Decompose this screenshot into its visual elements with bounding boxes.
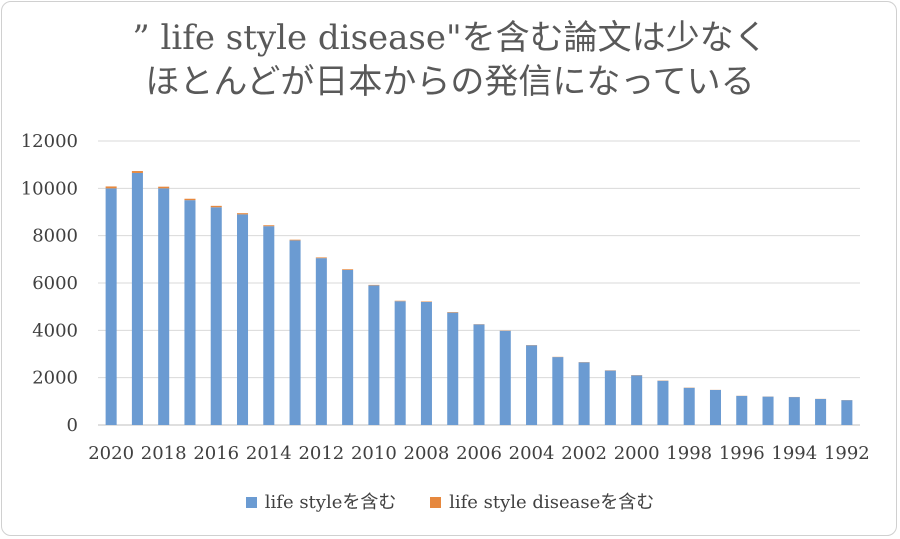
legend-item-series1: life styleを含む [245,488,397,514]
bar-series2-2011 [342,269,354,270]
x-tick-label: 1992 [824,443,870,464]
x-tick-label: 2012 [298,443,344,464]
y-tick-label: 2000 [32,368,78,389]
bar-series1-1999 [657,380,669,425]
bar-series2-2019 [131,171,143,173]
y-tick-label: 0 [67,415,78,436]
x-tick-label: 1994 [771,443,817,464]
bar-series1-2013 [289,240,301,425]
bar-series1-2007 [447,312,459,425]
bar-series1-2002 [578,362,590,425]
bar-series2-2012 [315,257,327,259]
bar-series1-2020 [105,188,117,425]
bar-series1-1996 [736,395,748,425]
x-tick-label: 2008 [404,443,450,464]
bar-series1-2004 [526,345,538,425]
chart-title-line1: ” life style disease"を含む論文は少なく [132,18,768,58]
y-tick-label: 10000 [21,178,78,199]
bar-series2-2020 [105,186,117,189]
legend-swatch-series2 [430,497,442,508]
y-tick-label: 6000 [32,273,78,294]
bar-series1-2019 [131,172,143,425]
bar-series2-2018 [158,186,170,189]
bar-series1-2005 [499,330,511,425]
bar-series1-2015 [236,214,249,425]
x-tick-label: 2016 [193,443,239,464]
legend-item-series2: life style diseaseを含む [430,488,654,514]
x-tick-label: 2010 [351,443,397,464]
bar-series1-1998 [683,387,695,425]
legend-label-series1: life styleを含む [264,492,397,513]
bars [105,171,853,425]
bar-series2-2017 [184,198,196,201]
x-tick-label: 1998 [666,443,712,464]
x-tick-label: 1996 [719,443,765,464]
bar-series1-2006 [473,324,485,425]
x-axis-ticks: 2020 2018 2016 2014 2012 2010 2008 2006 2004 2002… [88,443,870,464]
x-tick-label: 2014 [246,443,292,464]
y-tick-label: 12000 [21,131,78,152]
chart-title: ” life style disease"を含む論文は少なく ほとんどが日本から… [0,16,900,104]
bar-series2-2015 [236,213,249,215]
bar-series2-2016 [210,205,222,208]
bar-series1-1995 [762,396,774,425]
bar-series2-2013 [289,239,301,241]
bar-series2-2014 [263,225,275,227]
bar-series1-2017 [184,200,196,425]
x-tick-label: 2018 [141,443,187,464]
x-tick-label: 2020 [88,443,134,464]
y-tick-label: 4000 [32,320,78,341]
x-tick-label: 2006 [456,443,502,464]
bar-series1-1992 [841,400,853,425]
x-tick-label: 2000 [614,443,660,464]
bar-series1-1997 [709,389,722,425]
chart-title-line2: ほとんどが日本からの発信になっている [145,62,755,102]
bar-series1-2012 [315,258,327,425]
bar-series1-2003 [552,357,564,425]
legend-swatch-series1 [245,497,257,508]
bar-series1-2011 [342,269,354,425]
bar-series1-1994 [788,397,800,425]
bar-series1-2018 [158,188,170,425]
bar-series1-2009 [394,301,406,425]
y-tick-label: 8000 [32,226,78,247]
bar-series1-2010 [368,285,380,425]
y-axis-ticks: 0 2000 4000 6000 8000 10000 12000 [21,131,78,436]
x-tick-label: 2004 [509,443,555,464]
legend: life styleを含む life style diseaseを含む [0,488,900,514]
bar-series1-1993 [815,398,827,425]
bar-series1-2001 [604,370,616,425]
x-tick-label: 2002 [561,443,607,464]
bar-series1-2000 [631,375,643,425]
legend-label-series2: life style diseaseを含む [449,492,655,513]
bar-series1-2008 [420,301,432,425]
bar-series1-2016 [210,207,222,425]
bar-series1-2014 [263,226,275,425]
